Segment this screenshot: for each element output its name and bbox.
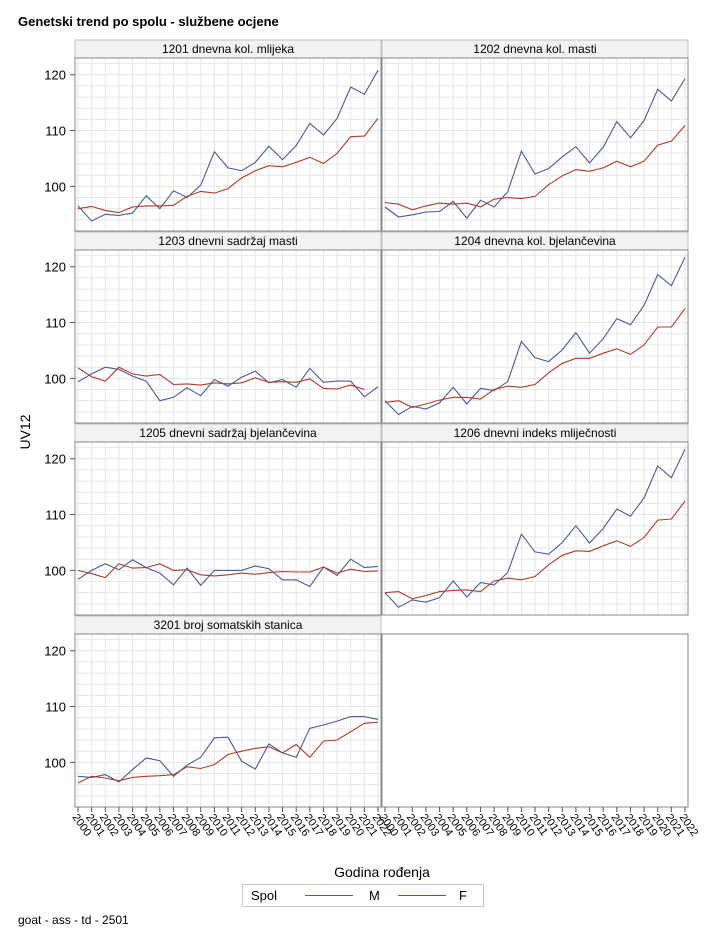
panel-frame-border <box>381 249 689 424</box>
legend-title: Spol <box>251 888 278 903</box>
series-line-f <box>384 308 686 408</box>
series-line-m <box>77 366 379 402</box>
series-line-m <box>384 257 686 416</box>
page-title: Genetski trend po spolu - službene ocjen… <box>18 14 279 29</box>
y-tick-label: 120 <box>44 260 66 275</box>
panel-label: 1202 dnevna kol. masti <box>473 42 596 56</box>
panel-frame-border <box>74 441 382 616</box>
series-line-f <box>384 125 686 211</box>
y-tick-label: 110 <box>45 124 66 139</box>
series-line-f <box>384 500 686 600</box>
y-tick-label: 100 <box>44 371 66 386</box>
panel-frame-border <box>381 57 689 232</box>
y-tick-label: 120 <box>44 644 66 659</box>
series-line-f <box>77 117 379 214</box>
panel-label: 1201 dnevna kol. mlijeka <box>162 42 294 56</box>
panel-frame <box>381 633 689 808</box>
y-tick-label: 100 <box>44 755 66 770</box>
x-axis-label: Godina rođenja <box>334 864 430 880</box>
series-line-m <box>384 449 686 608</box>
panel-frame-border <box>74 249 382 424</box>
panel-label: 3201 broj somatskih stanica <box>154 618 303 632</box>
panel-frame-border <box>381 441 689 616</box>
y-tick-label: 120 <box>44 452 66 467</box>
legend-line-f <box>398 895 446 896</box>
series-line-f <box>77 563 379 579</box>
series-line-m <box>384 78 686 220</box>
legend: Spol M F <box>242 884 484 907</box>
panel-label: 1203 dnevni sadržaj masti <box>158 234 297 248</box>
y-tick-label: 110 <box>45 700 66 715</box>
legend-label-f: F <box>459 888 467 903</box>
series-line-f <box>77 366 365 391</box>
series-line-m <box>77 70 379 222</box>
legend-line-m <box>305 895 353 896</box>
panel-label: 1204 dnevna kol. bjelančevina <box>454 234 616 248</box>
y-tick-label: 110 <box>45 508 66 523</box>
legend-label-m: M <box>369 888 380 903</box>
y-tick-label: 110 <box>45 316 66 331</box>
y-axis-label: UV12 <box>17 414 33 449</box>
panel-label: 1205 dnevni sadržaj bjelančevina <box>139 426 317 440</box>
y-tick-label: 100 <box>44 563 66 578</box>
series-line-f <box>77 721 379 784</box>
footnote: goat - ass - td - 2501 <box>18 913 129 927</box>
y-tick-label: 120 <box>44 68 66 83</box>
panel-label: 1206 dnevni indeks mliječnosti <box>454 426 617 440</box>
series-line-m <box>77 558 379 588</box>
y-tick-label: 100 <box>44 179 66 194</box>
panel-frame-border <box>74 57 382 232</box>
series-line-m <box>77 716 379 783</box>
